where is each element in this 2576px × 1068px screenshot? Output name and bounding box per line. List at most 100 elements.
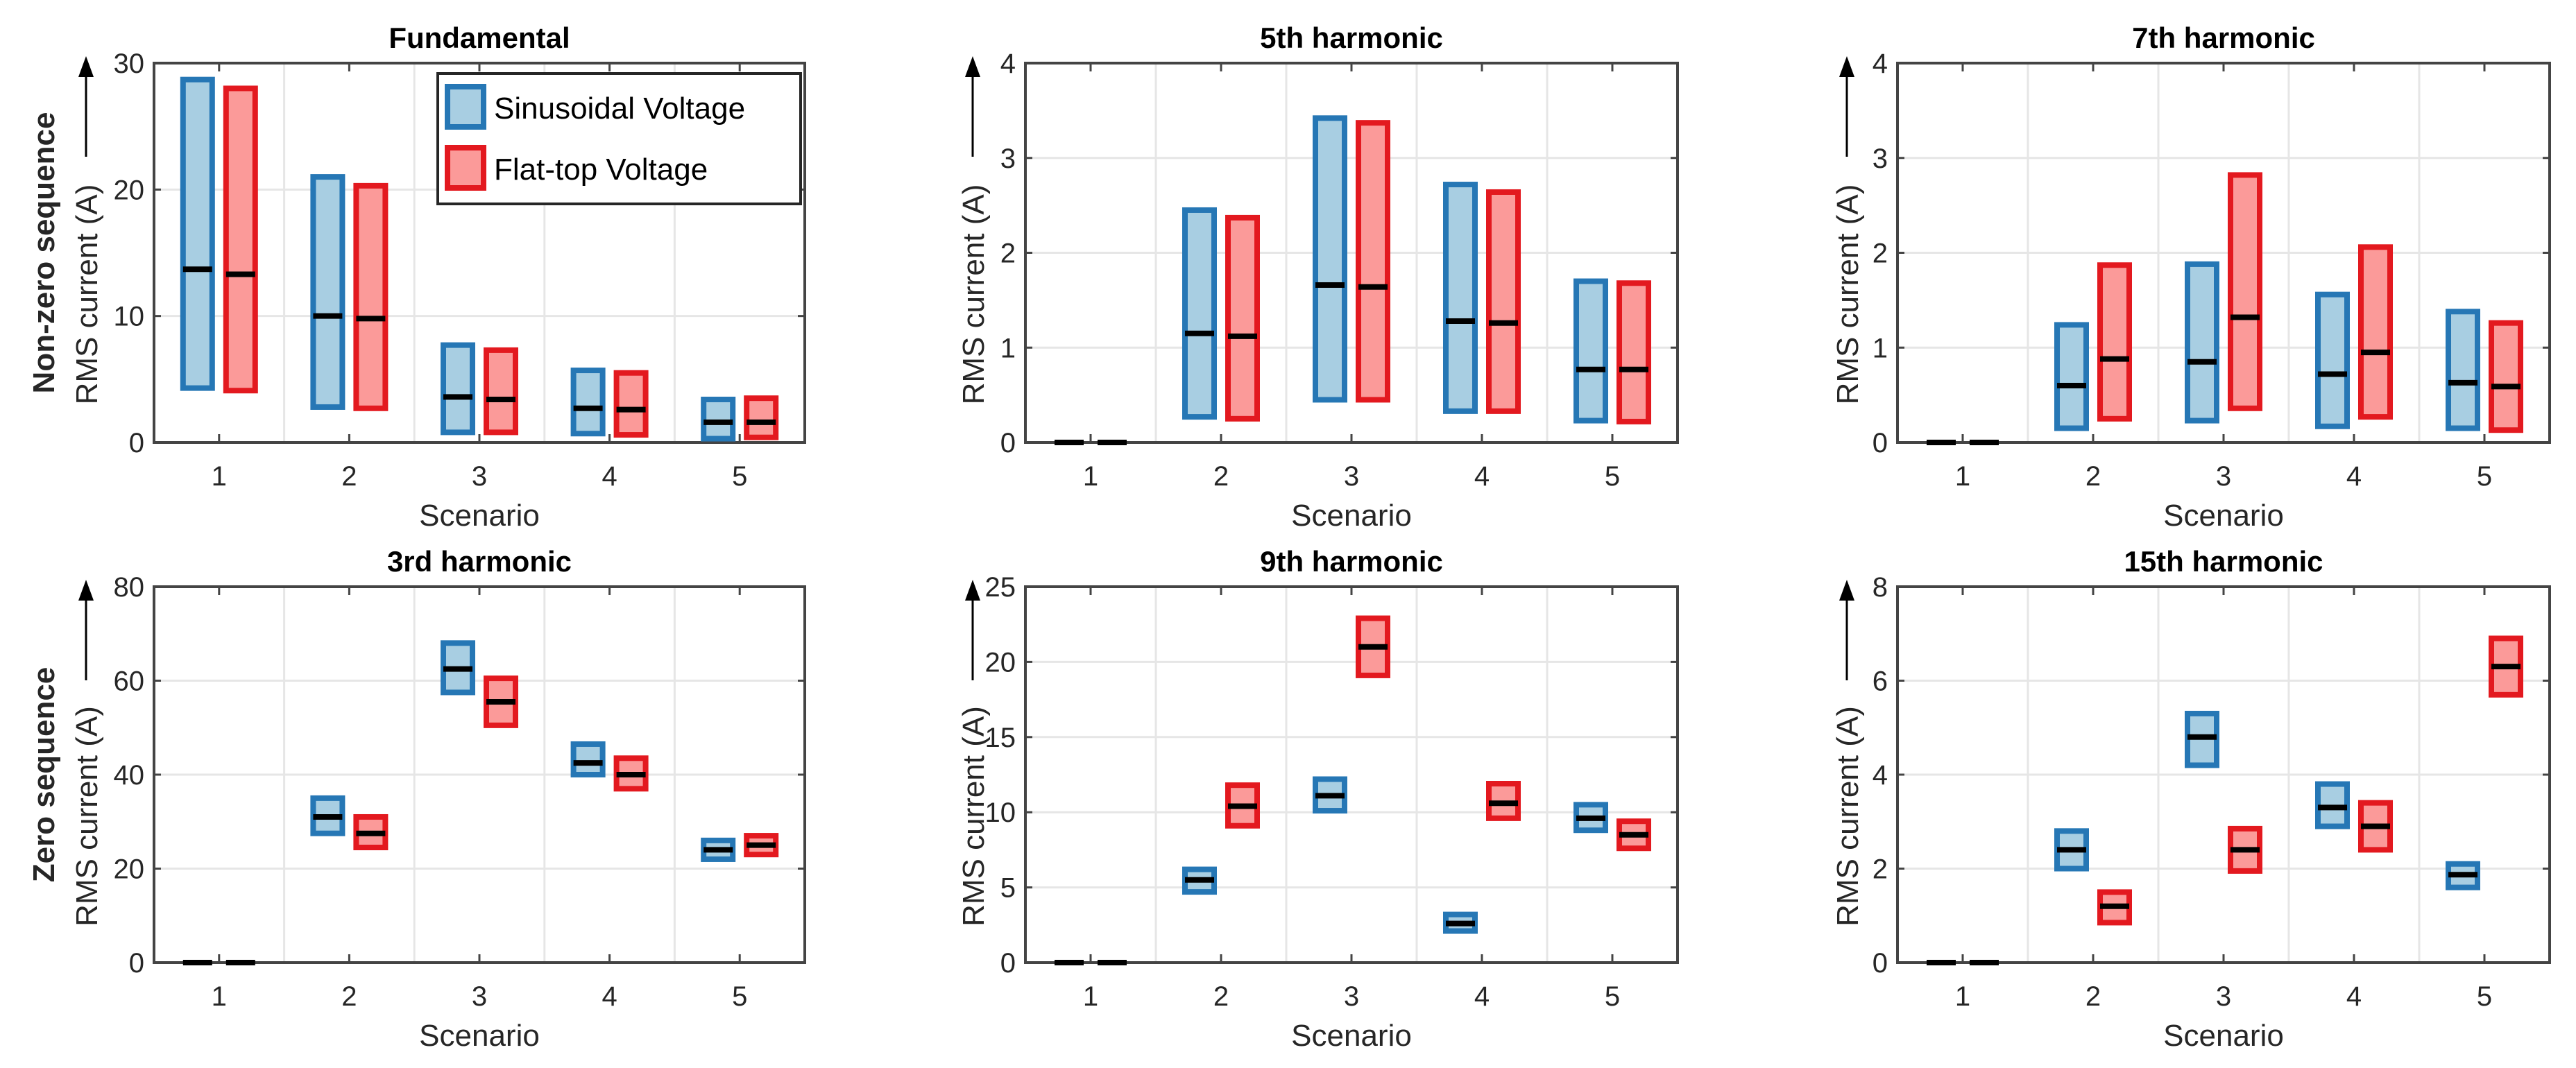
y-tick-label: 3 bbox=[1873, 144, 1888, 174]
x-tick-label: 3 bbox=[2216, 981, 2231, 1012]
sinusoidal-range-box bbox=[2315, 291, 2350, 429]
y-tick-label: 80 bbox=[114, 572, 145, 603]
x-tick-label: 4 bbox=[602, 981, 617, 1012]
arrow-up-icon bbox=[965, 56, 980, 77]
subplot-6: 0 2 4 6 8 1 2 3 4 5 15th harmonic Scenario RMS curre… bbox=[1831, 545, 2551, 1053]
x-tick-label: 2 bbox=[2085, 981, 2101, 1012]
axes-box bbox=[153, 62, 806, 444]
y-tick-label: 60 bbox=[114, 666, 145, 697]
sinusoidal-range-box bbox=[1573, 278, 1608, 424]
flattop-range-box bbox=[484, 347, 518, 436]
x-tick-label: 5 bbox=[1605, 461, 1620, 492]
x-tick-label: 1 bbox=[1083, 981, 1098, 1012]
x-axis-label: Scenario bbox=[2163, 499, 2284, 533]
y-tick-label: 0 bbox=[1000, 428, 1016, 458]
y-axis-label: RMS current (A) bbox=[70, 706, 104, 927]
y-tick-label: 4 bbox=[1000, 49, 1016, 79]
flattop-range-box bbox=[2228, 172, 2262, 411]
x-tick-label: 2 bbox=[1213, 981, 1229, 1012]
x-tick-label: 1 bbox=[1955, 461, 1970, 492]
subplot-3: 0 1 2 3 4 1 2 3 4 5 7th harmonic Scenario RMS curren… bbox=[1831, 21, 2551, 533]
y-tick-label: 1 bbox=[1873, 333, 1888, 363]
legend-swatch bbox=[445, 84, 486, 130]
x-tick-label: 2 bbox=[341, 981, 357, 1012]
x-tick-label: 1 bbox=[212, 461, 227, 492]
x-tick-label: 3 bbox=[472, 461, 487, 492]
flattop-range-box bbox=[744, 395, 779, 440]
legend-box bbox=[436, 72, 802, 205]
y-tick-label: 10 bbox=[985, 798, 1016, 828]
sinusoidal-range-box bbox=[2185, 261, 2219, 424]
y-tick-label: 20 bbox=[114, 175, 145, 205]
flattop-range-box bbox=[613, 370, 649, 438]
sinusoidal-range-box bbox=[570, 368, 606, 437]
axes-box bbox=[1024, 62, 1679, 444]
subplot-title: 3rd harmonic bbox=[387, 545, 572, 578]
y-tick-label: 0 bbox=[1000, 948, 1016, 979]
axes-box bbox=[153, 585, 806, 964]
x-tick-label: 5 bbox=[2477, 981, 2492, 1012]
x-tick-label: 3 bbox=[2216, 461, 2231, 492]
y-tick-label: 1 bbox=[1000, 333, 1016, 363]
y-tick-label: 2 bbox=[1873, 239, 1888, 269]
x-tick-label: 2 bbox=[1213, 461, 1229, 492]
sinusoidal-range-box bbox=[570, 741, 606, 778]
x-tick-label: 3 bbox=[1344, 461, 1359, 492]
x-axis-label: Scenario bbox=[1291, 1019, 1412, 1053]
sinusoidal-range-box bbox=[701, 397, 736, 442]
x-tick-label: 5 bbox=[1605, 981, 1620, 1012]
x-tick-label: 5 bbox=[732, 461, 747, 492]
subplot-title: 9th harmonic bbox=[1260, 545, 1443, 578]
y-tick-label: 8 bbox=[1873, 572, 1888, 603]
flattop-range-box bbox=[2097, 262, 2132, 422]
x-tick-label: 2 bbox=[2085, 461, 2101, 492]
subplot-title: 5th harmonic bbox=[1260, 21, 1443, 54]
x-tick-label: 3 bbox=[1344, 981, 1359, 1012]
row-label: Zero sequence bbox=[27, 667, 61, 883]
y-tick-label: 10 bbox=[114, 302, 145, 332]
legend-label: Sinusoidal Voltage bbox=[494, 92, 745, 126]
sinusoidal-range-box bbox=[180, 76, 215, 391]
y-tick-label: 20 bbox=[114, 854, 145, 885]
y-tick-label: 40 bbox=[114, 760, 145, 791]
x-tick-label: 4 bbox=[602, 461, 617, 492]
flattop-range-box bbox=[223, 85, 258, 394]
row-label: Non-zero sequence bbox=[27, 112, 61, 394]
x-axis-label: Scenario bbox=[2163, 1019, 2284, 1053]
y-tick-label: 3 bbox=[1000, 144, 1016, 174]
flattop-range-box bbox=[2358, 244, 2393, 420]
axes-box bbox=[1024, 585, 1679, 964]
subplot-2: 0 1 2 3 4 1 2 3 4 5 5th harmonic Scenario RMS curren… bbox=[957, 21, 1679, 533]
x-axis-label: Scenario bbox=[419, 499, 540, 533]
x-axis-label: Scenario bbox=[1291, 499, 1412, 533]
sinusoidal-range-box bbox=[2054, 322, 2089, 431]
flattop-range-box bbox=[2489, 320, 2523, 433]
subplot-4: 0 20 40 60 80 1 2 3 4 5 3rd harmonic Scenario RMS cu… bbox=[27, 545, 806, 1053]
y-tick-label: 0 bbox=[129, 948, 144, 979]
y-tick-label: 0 bbox=[1873, 428, 1888, 458]
arrow-up-icon bbox=[78, 56, 94, 77]
y-axis-label: RMS current (A) bbox=[957, 706, 991, 927]
y-tick-label: 25 bbox=[985, 572, 1016, 603]
legend: Sinusoidal Voltage Flat-top Voltage bbox=[436, 72, 802, 205]
x-tick-label: 4 bbox=[2346, 981, 2362, 1012]
x-tick-label: 3 bbox=[472, 981, 487, 1012]
sinusoidal-range-box bbox=[1182, 207, 1217, 420]
arrow-up-icon bbox=[965, 580, 980, 601]
sinusoidal-range-box bbox=[2446, 309, 2480, 431]
y-tick-label: 20 bbox=[985, 647, 1016, 678]
y-tick-label: 6 bbox=[1873, 666, 1888, 697]
x-tick-label: 1 bbox=[1083, 461, 1098, 492]
y-tick-label: 5 bbox=[1000, 873, 1016, 904]
sinusoidal-range-box bbox=[1313, 115, 1347, 403]
sinusoidal-range-box bbox=[441, 342, 475, 436]
y-axis-label: RMS current (A) bbox=[1831, 184, 1865, 405]
x-tick-label: 4 bbox=[2346, 461, 2362, 492]
subplot-5: 0 5 10 15 20 25 1 2 3 4 5 9th harmonic Scenario RMS c… bbox=[957, 545, 1679, 1053]
y-tick-label: 30 bbox=[114, 49, 145, 79]
axes-box bbox=[1896, 62, 2551, 444]
x-tick-label: 5 bbox=[732, 981, 747, 1012]
x-axis-label: Scenario bbox=[419, 1019, 540, 1053]
subplot-title: 7th harmonic bbox=[2132, 21, 2315, 54]
